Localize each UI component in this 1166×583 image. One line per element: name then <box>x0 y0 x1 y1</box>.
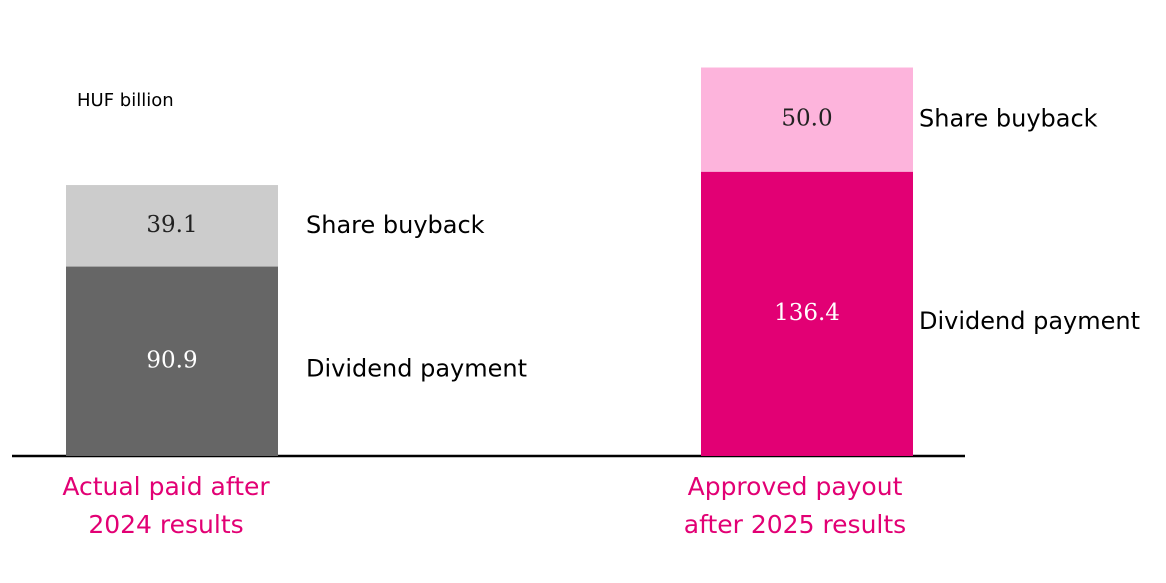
x-tick-label: Actual paid after <box>62 472 270 501</box>
x-tick-label: after 2025 results <box>684 510 906 539</box>
bar-segment <box>701 67 913 172</box>
bar-segment <box>66 266 278 456</box>
legend-label: Share buyback <box>919 105 1098 133</box>
legend-label: Dividend payment <box>919 307 1140 335</box>
legend-label: Dividend payment <box>306 354 527 382</box>
value-label: 39.1 <box>146 212 197 238</box>
value-label: 90.9 <box>146 347 197 373</box>
bar-segment <box>701 171 913 456</box>
bar-segment <box>66 185 278 267</box>
value-label: 136.4 <box>774 300 840 326</box>
legend-label: Share buyback <box>306 211 485 239</box>
unit-label: HUF billion <box>77 90 174 111</box>
value-label: 50.0 <box>781 106 832 132</box>
x-tick-label: 2024 results <box>88 510 243 539</box>
x-tick-label: Approved payout <box>688 472 903 501</box>
